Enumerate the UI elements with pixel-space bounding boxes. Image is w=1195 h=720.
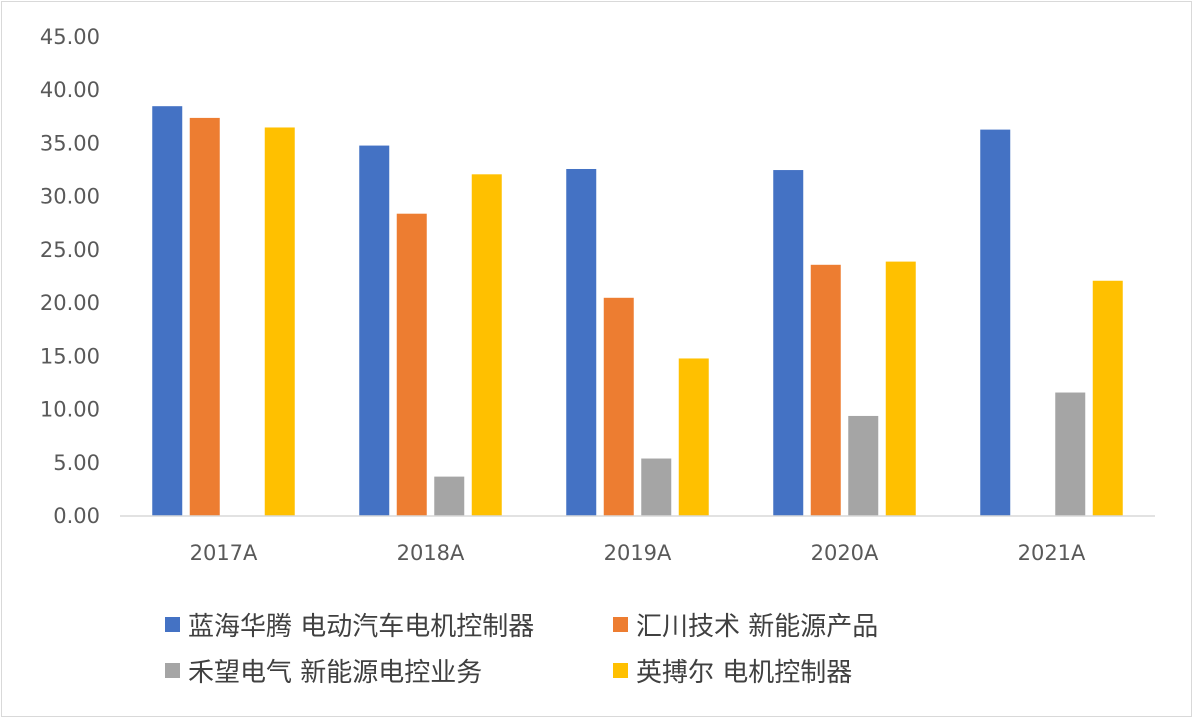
- y-axis-ticks: 0.00 5.00 10.00 15.00 20.00 25.00 30.00 35.00 40…: [40, 25, 100, 528]
- y-tick-label: 0.00: [53, 504, 100, 528]
- bar: [434, 476, 465, 516]
- bar: [566, 168, 597, 517]
- y-tick-label: 20.00: [40, 291, 100, 315]
- bar: [1055, 392, 1086, 516]
- x-tick-label: 2018A: [397, 541, 465, 565]
- x-tick-label: 2017A: [190, 541, 258, 565]
- x-tick-label: 2019A: [604, 541, 672, 565]
- bars: [152, 106, 1123, 517]
- bar: [678, 358, 709, 516]
- y-tick-label: 30.00: [40, 185, 100, 209]
- y-tick-label: 35.00: [40, 131, 100, 155]
- x-tick-label: 2020A: [811, 541, 879, 565]
- bar: [980, 129, 1011, 516]
- bar: [359, 145, 390, 516]
- bar: [471, 174, 502, 516]
- bar: [189, 117, 220, 517]
- bar: [885, 261, 916, 516]
- bar: [848, 415, 879, 516]
- y-tick-label: 5.00: [53, 451, 100, 475]
- bar: [264, 127, 295, 516]
- bar: [810, 264, 841, 516]
- bar: [773, 170, 804, 517]
- bar: [152, 106, 183, 516]
- bar: [396, 213, 427, 516]
- bar: [641, 458, 672, 516]
- y-tick-label: 10.00: [40, 398, 100, 422]
- x-axis-ticks: 2017A 2018A 2019A 2020A 2021A: [190, 541, 1086, 565]
- bar: [603, 297, 634, 516]
- y-tick-label: 45.00: [40, 25, 100, 49]
- y-tick-label: 25.00: [40, 238, 100, 262]
- y-tick-label: 15.00: [40, 344, 100, 368]
- x-tick-label: 2021A: [1018, 541, 1086, 565]
- y-tick-label: 40.00: [40, 78, 100, 102]
- bar: [1092, 280, 1123, 516]
